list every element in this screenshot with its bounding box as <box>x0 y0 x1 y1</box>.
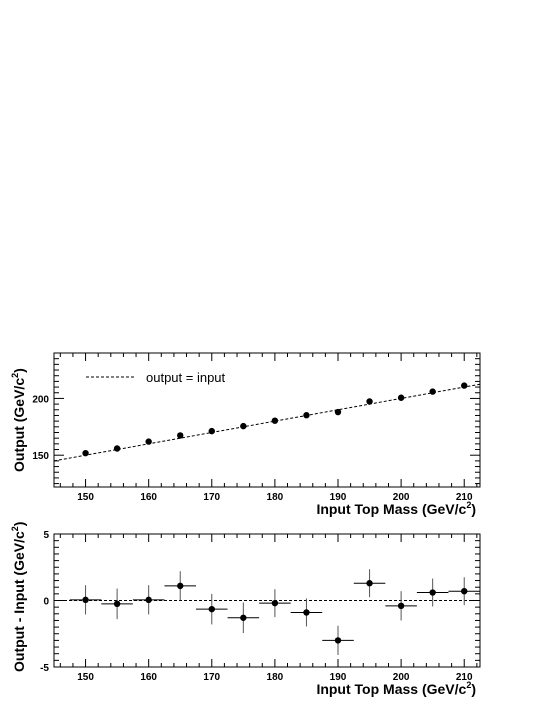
bottom-y-tick-label: 0 <box>43 597 49 608</box>
top-x-axis-title: Input Top Mass (GeV/c2) <box>316 500 476 517</box>
bottom-data-point <box>177 582 184 590</box>
bottom-x-tick-label: 150 <box>77 672 94 683</box>
top-panel: 150 160 170 180 190 200 210 150 200 output = in… <box>10 352 481 517</box>
top-x-ticks: 150 160 170 180 190 200 210 <box>59 353 478 503</box>
bottom-data-point <box>397 602 405 610</box>
top-data-point <box>177 432 184 439</box>
bottom-x-tick-label: 200 <box>393 672 410 683</box>
bottom-data-point <box>113 600 121 608</box>
bottom-x-tick-label: 160 <box>140 672 157 683</box>
top-data-point <box>271 417 279 424</box>
top-x-tick-label: 210 <box>456 492 473 503</box>
top-y-tick-label: 200 <box>32 394 49 405</box>
top-data-point <box>82 449 89 457</box>
top-data-point <box>240 422 247 430</box>
bottom-data-point <box>429 589 436 596</box>
bottom-data-point <box>240 614 247 621</box>
bottom-data-point <box>461 587 468 595</box>
bottom-data-point <box>366 580 373 587</box>
top-x-tick-label: 200 <box>393 492 410 503</box>
bottom-data-point <box>303 609 310 616</box>
bottom-x-axis-title: Input Top Mass (GeV/c2) <box>316 680 476 697</box>
top-x-tick-label: 180 <box>267 492 284 503</box>
top-data-point <box>113 445 121 452</box>
top-data-points <box>82 382 468 457</box>
bottom-x-tick-label: 180 <box>267 672 284 683</box>
bottom-x-ticks: 150 160 170 180 190 200 210 <box>59 534 478 683</box>
top-data-point <box>208 427 215 435</box>
top-y-ticks: 150 200 <box>32 358 480 485</box>
top-x-tick-label: 190 <box>330 492 347 503</box>
bottom-y-tick-label: -5 <box>40 663 49 674</box>
top-data-point <box>303 412 310 419</box>
top-reference-line <box>53 383 481 462</box>
top-legend: output = input <box>86 370 226 385</box>
top-plot-frame <box>53 352 481 488</box>
top-x-tick-label: 170 <box>203 492 220 503</box>
top-data-point <box>145 438 152 445</box>
bottom-x-tick-label: 190 <box>330 672 347 683</box>
top-x-tick-label: 160 <box>140 492 157 503</box>
top-data-point <box>461 382 468 389</box>
bottom-x-tick-label: 210 <box>456 672 473 683</box>
bottom-x-tick-label: 170 <box>203 672 220 683</box>
bottom-panel: 150 160 170 180 190 200 210 5 0 -5 Input Top Mas… <box>10 522 481 697</box>
top-data-point <box>366 398 373 405</box>
bottom-data-point <box>271 599 279 607</box>
output-equals-input-line <box>53 383 481 462</box>
bottom-data-point <box>82 596 89 604</box>
legend-label: output = input <box>146 370 226 385</box>
top-x-tick-label: 150 <box>77 492 94 503</box>
bottom-y-axis-title: Output - Input (GeV/c2) <box>10 522 27 672</box>
top-y-axis-title: Output (GeV/c2) <box>10 368 27 472</box>
top-data-point <box>429 388 436 395</box>
bottom-data-point <box>145 596 152 604</box>
bottom-data-point <box>334 637 342 644</box>
bottom-y-tick-label: 5 <box>43 530 49 541</box>
bottom-data-points <box>69 569 480 656</box>
bottom-data-point <box>208 605 215 613</box>
top-data-point <box>334 408 342 416</box>
top-data-point <box>397 394 405 401</box>
top-y-tick-label: 150 <box>32 451 49 462</box>
bottom-y-ticks: 5 0 -5 <box>40 530 480 674</box>
